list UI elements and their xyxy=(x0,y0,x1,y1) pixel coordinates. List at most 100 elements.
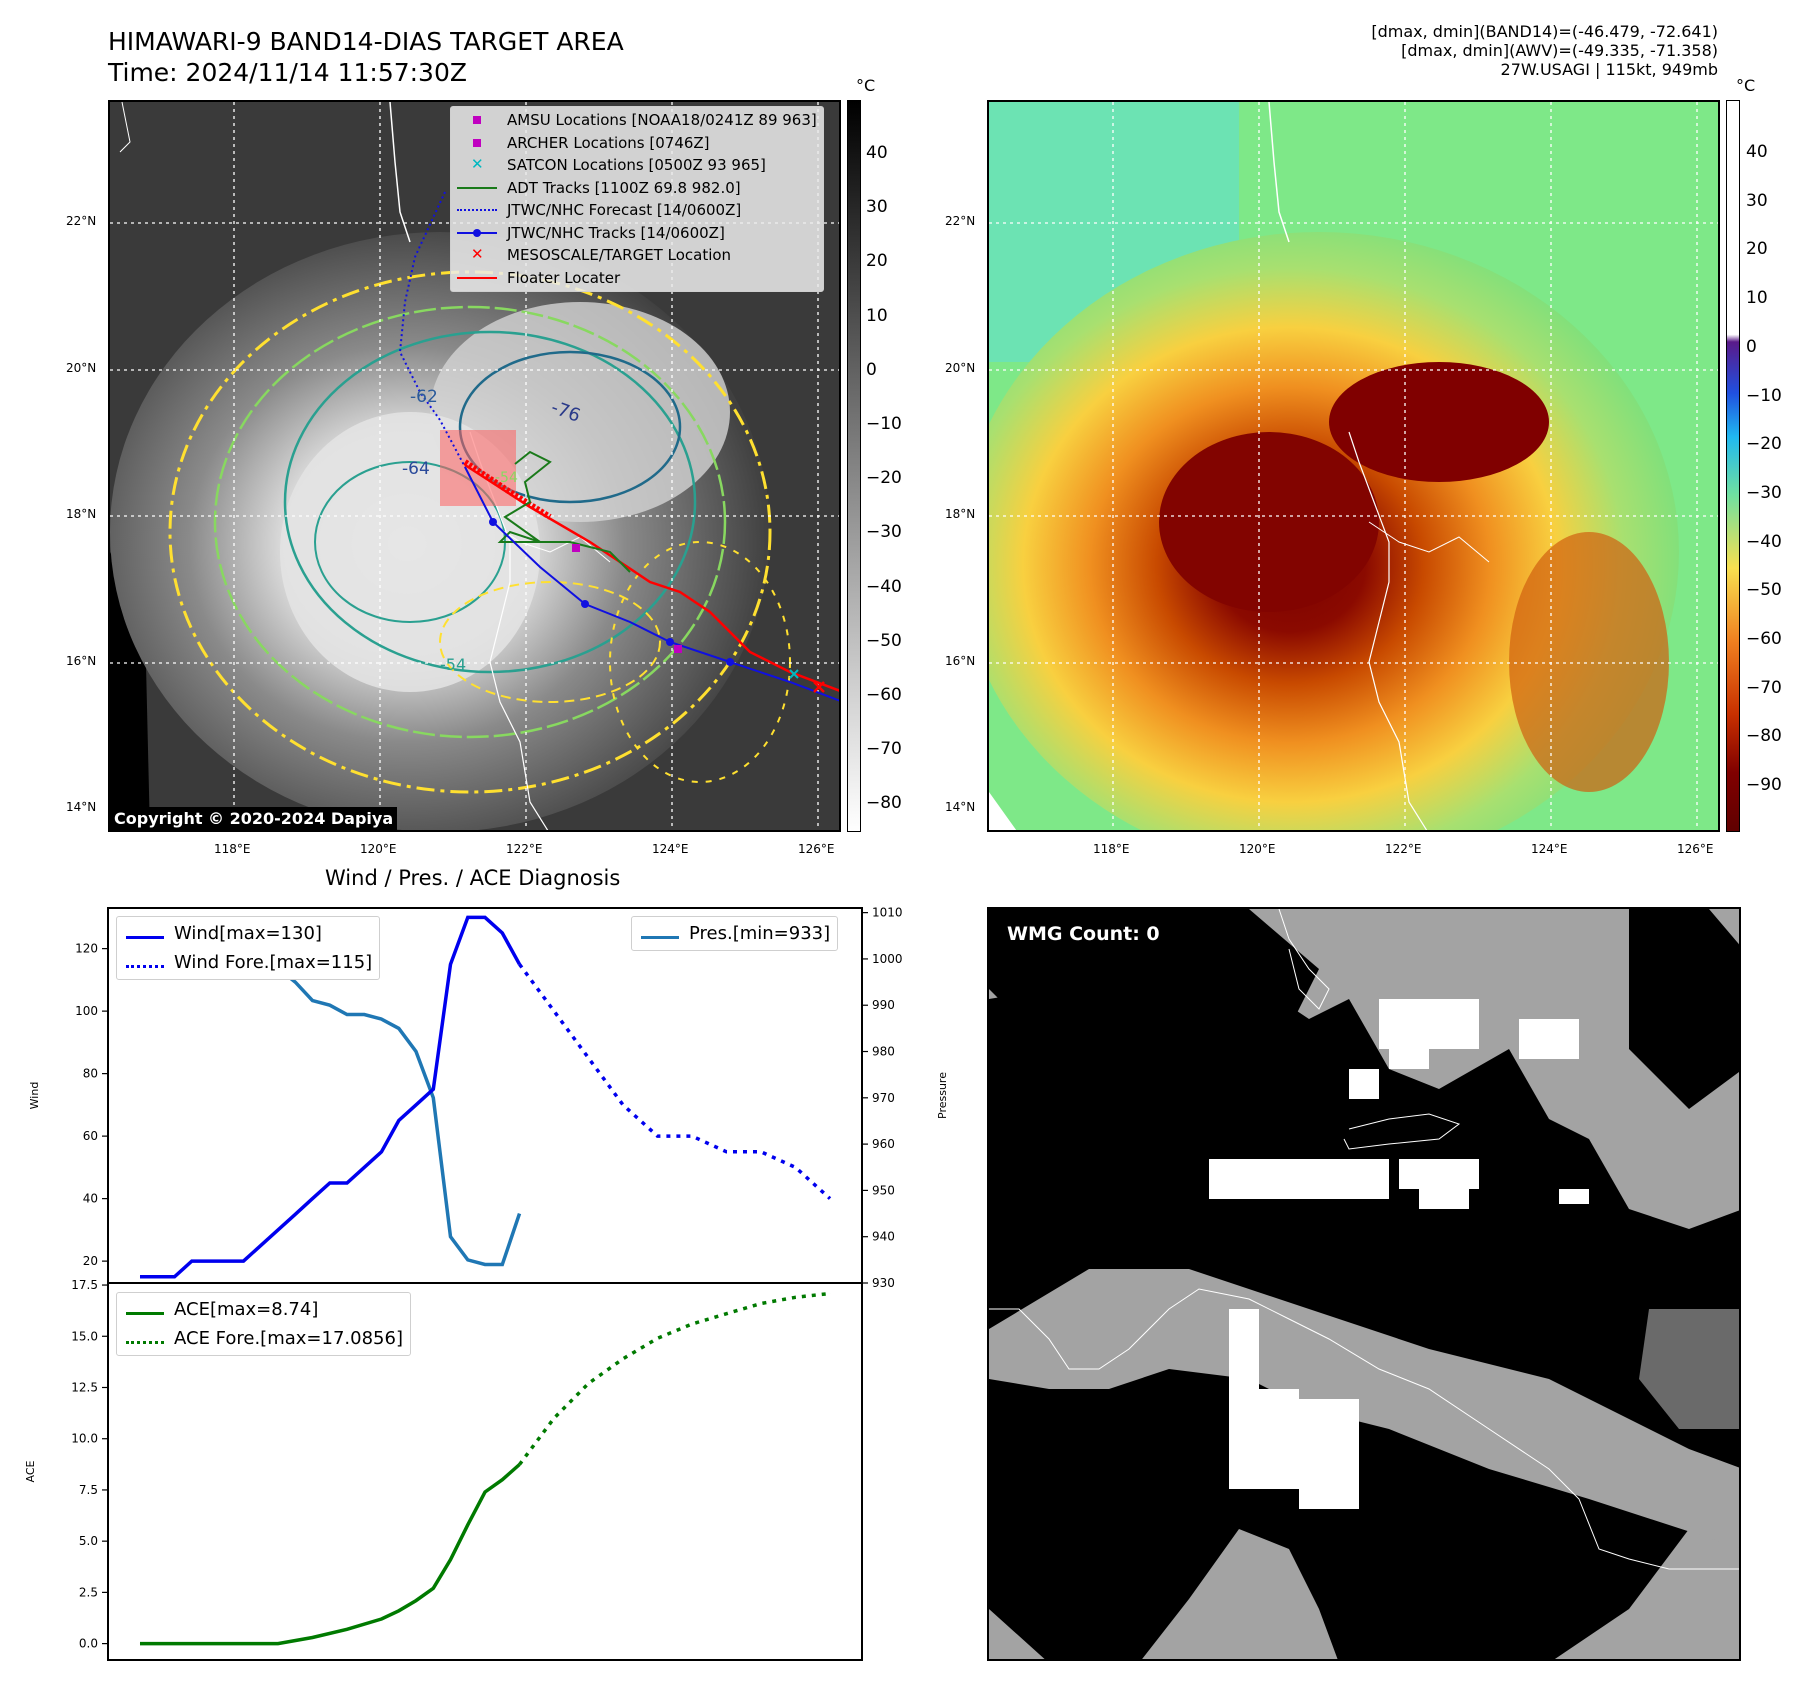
lon-tick-label: 120°E xyxy=(360,842,397,856)
pressure-legend: Pres.[min=933] xyxy=(631,916,839,951)
colorbar-tick-label: −30 xyxy=(866,522,902,543)
colorbar-tick-label: −20 xyxy=(866,468,902,489)
lat-tick-label: 18°N xyxy=(945,507,976,521)
colorbar-tick-label: 20 xyxy=(1746,239,1768,260)
lon-tick-label: 126°E xyxy=(798,842,835,856)
legend-item: Floater Locater xyxy=(455,267,817,290)
pressure-tick-label: 990 xyxy=(872,998,895,1012)
colorbar-tick-label: −40 xyxy=(866,576,902,597)
ace-tick-label: 17.5 xyxy=(71,1278,98,1292)
ace-tick-label: 5.0 xyxy=(79,1534,98,1548)
ir-legend: AMSU Locations [NOAA18/0241Z 89 963] ARC… xyxy=(450,106,824,292)
lat-tick-label: 14°N xyxy=(945,800,976,814)
ace-tick-label: 12.5 xyxy=(71,1380,98,1394)
wmg-panel[interactable]: WMG Count: 0 xyxy=(987,907,1741,1661)
lon-tick-label: 120°E xyxy=(1239,842,1276,856)
colorbar-tick-label: −60 xyxy=(866,685,902,705)
lon-tick-label: 122°E xyxy=(1385,842,1422,856)
colorbar-tick-label: −80 xyxy=(1746,726,1782,747)
ace-legend: ACE[max=8.74] ACE Fore.[max=17.0856] xyxy=(116,1292,411,1356)
wind-forecast-series xyxy=(518,963,832,1200)
pressure-tick-label: 1000 xyxy=(872,952,903,966)
title-line-1: HIMAWARI-9 BAND14-DIAS TARGET AREA xyxy=(108,27,624,56)
title-line-2: Time: 2024/11/14 11:57:30Z xyxy=(108,58,467,87)
awv-map-image xyxy=(989,102,1718,830)
lon-tick-label: 124°E xyxy=(1531,842,1568,856)
band14-stats: [dmax, dmin](BAND14)=(-46.479, -72.641) xyxy=(1371,22,1718,41)
legend-item: AMSU Locations [NOAA18/0241Z 89 963] xyxy=(455,109,817,132)
lat-tick-label: 16°N xyxy=(945,654,976,668)
intensity-stats: [dmax, dmin](BAND14)=(-46.479, -72.641) … xyxy=(1371,22,1718,79)
wind-tick-label: 120 xyxy=(75,942,98,956)
colorbar-tick-label: −70 xyxy=(866,739,902,760)
line-icon xyxy=(639,923,681,945)
lon-tick-label: 122°E xyxy=(506,842,543,856)
legend-item: Wind Fore.[max=115] xyxy=(124,948,372,977)
colorbar-tick-label: −90 xyxy=(1746,775,1782,796)
wind-tick-label: 100 xyxy=(75,1004,98,1018)
pressure-tick-label: 1010 xyxy=(872,906,903,920)
ace-tick-label: 2.5 xyxy=(79,1585,98,1599)
wind-tick-label: 20 xyxy=(83,1254,98,1268)
dotted-line-icon xyxy=(124,1328,166,1350)
colorbar-tick-label: 40 xyxy=(866,143,888,163)
wind-tick-label: 60 xyxy=(83,1129,98,1143)
pressure-axis-label: Pressure xyxy=(936,1072,949,1119)
ir-colorbar-unit: °C xyxy=(856,76,876,95)
dotted-line-icon xyxy=(124,952,166,974)
legend-item: JTWC/NHC Forecast [14/0600Z] xyxy=(455,199,817,222)
ace-forecast-series xyxy=(518,1291,831,1466)
square-marker-icon xyxy=(455,109,499,131)
legend-item: ARCHER Locations [0746Z] xyxy=(455,132,817,155)
line-icon xyxy=(124,1299,166,1321)
colorbar-tick-label: 10 xyxy=(1746,288,1768,309)
wind-axis-label: Wind xyxy=(28,1082,41,1110)
x-marker-icon: ✕ xyxy=(471,155,484,174)
pressure-tick-label: 970 xyxy=(872,1091,895,1105)
ir-colorbar xyxy=(847,100,861,832)
storm-info: 27W.USAGI | 115kt, 949mb xyxy=(1500,60,1718,79)
colorbar-tick-label: 0 xyxy=(866,359,877,380)
pressure-tick-label: 940 xyxy=(872,1230,895,1244)
lat-tick-label: 16°N xyxy=(66,654,97,668)
colorbar-tick-label: −60 xyxy=(1746,629,1782,649)
line-icon xyxy=(455,177,499,199)
colorbar-tick-label: 20 xyxy=(866,251,888,272)
colorbar-tick-label: −30 xyxy=(1746,482,1782,503)
contour-label: -64 xyxy=(402,459,430,479)
colorbar-tick-label: −40 xyxy=(1746,531,1782,552)
ace-tick-label: 0.0 xyxy=(79,1637,98,1651)
ace-axis-label: ACE xyxy=(24,1460,37,1482)
pressure-tick-label: 980 xyxy=(872,1045,895,1059)
wind-tick-label: 40 xyxy=(83,1192,98,1206)
lat-tick-label: 22°N xyxy=(945,214,976,228)
pressure-tick-label: 930 xyxy=(872,1276,895,1290)
colorbar-tick-label: −70 xyxy=(1746,677,1782,698)
line-dot-icon xyxy=(455,222,499,244)
ace-tick-label: 7.5 xyxy=(79,1483,98,1497)
square-marker-icon xyxy=(455,132,499,154)
diagnosis-charts: 20 40 60 80 100 120 930 940 950 960 970 980 990 1000 1… xyxy=(24,906,949,1661)
line-icon xyxy=(124,923,166,945)
legend-item: ADT Tracks [1100Z 69.8 982.0] xyxy=(455,177,817,200)
line-icon xyxy=(455,267,499,289)
legend-item: Wind[max=130] xyxy=(124,919,372,948)
awv-colorbar xyxy=(1726,100,1740,832)
colorbar-tick-label: 30 xyxy=(1746,190,1768,211)
x-marker-icon: ✕ xyxy=(471,245,484,264)
legend-item: ACE Fore.[max=17.0856] xyxy=(124,1324,403,1353)
pressure-tick-label: 960 xyxy=(872,1137,895,1151)
lat-tick-label: 18°N xyxy=(66,507,97,521)
lat-tick-label: 20°N xyxy=(66,361,97,375)
awv-map-panel[interactable] xyxy=(987,100,1720,832)
contour-label: -54 xyxy=(495,470,518,486)
contour-label: -62 xyxy=(410,387,438,407)
ir-map-panel[interactable]: -76 -64 -62 -54 -54 AMSU Locations [NOAA… xyxy=(108,100,841,832)
awv-stats: [dmax, dmin](AWV)=(-49.335, -71.358) xyxy=(1401,41,1718,60)
lon-tick-label: 124°E xyxy=(652,842,689,856)
legend-item: ✕ SATCON Locations [0500Z 93 965] xyxy=(455,154,817,177)
colorbar-tick-label: 40 xyxy=(1746,142,1768,162)
lat-tick-label: 20°N xyxy=(945,361,976,375)
colorbar-tick-label: −80 xyxy=(866,793,902,814)
diagnosis-chart-title: Wind / Pres. / ACE Diagnosis xyxy=(325,866,621,890)
